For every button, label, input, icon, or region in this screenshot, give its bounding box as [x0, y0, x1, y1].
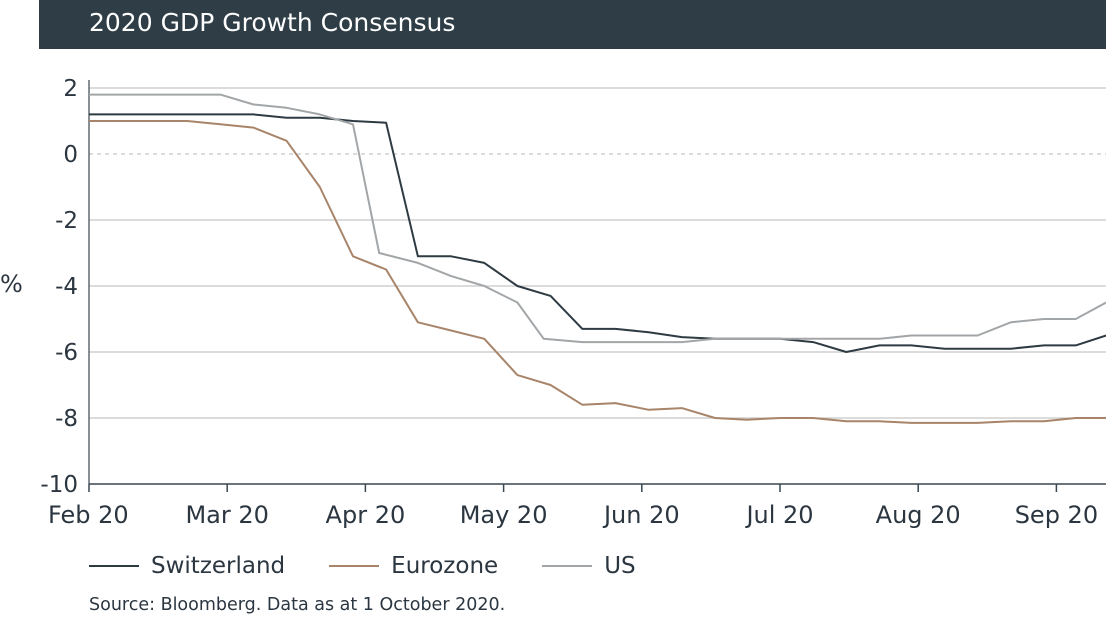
x-tick-label: Apr 20 — [326, 501, 406, 529]
y-tick-label: -4 — [55, 274, 78, 300]
legend-item-eurozone: Eurozone — [329, 553, 498, 579]
x-tick-label: Feb 20 — [48, 501, 129, 529]
series-line-us — [89, 93, 1106, 344]
y-tick-label: 0 — [63, 142, 78, 168]
y-tick-label: -10 — [40, 472, 78, 498]
series-line-eurozone — [89, 120, 1106, 424]
legend-swatch-us — [542, 565, 593, 567]
x-tick-label: Aug 20 — [876, 501, 961, 529]
axis-layer: 2 0 -2 -4 -6 -8 -10 Feb 20 Mar 20 Apr 20 May 20 Jun… — [40, 76, 1106, 529]
legend-item-us: US — [542, 553, 636, 579]
series-line-switzerland — [89, 113, 1106, 353]
legend: Switzerland Eurozone US — [89, 552, 680, 580]
y-tick-label: -8 — [55, 406, 78, 432]
chart-title: 2020 GDP Growth Consensus — [89, 8, 456, 37]
x-tick-label: Sep 20 — [1015, 501, 1098, 529]
legend-label-eurozone: Eurozone — [391, 553, 499, 579]
title-bar: 2020 GDP Growth Consensus — [39, 0, 1106, 49]
y-axis-unit-label: % — [0, 270, 23, 298]
source-note: Source: Bloomberg. Data as at 1 October … — [89, 595, 506, 615]
x-tick-label: Jun 20 — [602, 501, 680, 529]
x-tick-label: May 20 — [460, 501, 548, 529]
legend-swatch-eurozone — [329, 565, 380, 567]
y-tick-label: -6 — [55, 340, 78, 366]
y-tick-label: -2 — [55, 208, 78, 234]
legend-label-switzerland: Switzerland — [151, 553, 286, 579]
grid-layer — [89, 87, 1106, 419]
series-layer — [89, 93, 1106, 424]
x-tick-label: Mar 20 — [185, 501, 268, 529]
x-tick-label: Jul 20 — [744, 501, 813, 529]
y-tick-label: 2 — [63, 76, 78, 102]
legend-label-us: US — [604, 553, 636, 579]
legend-item-switzerland: Switzerland — [89, 553, 285, 579]
legend-swatch-switzerland — [89, 565, 139, 567]
